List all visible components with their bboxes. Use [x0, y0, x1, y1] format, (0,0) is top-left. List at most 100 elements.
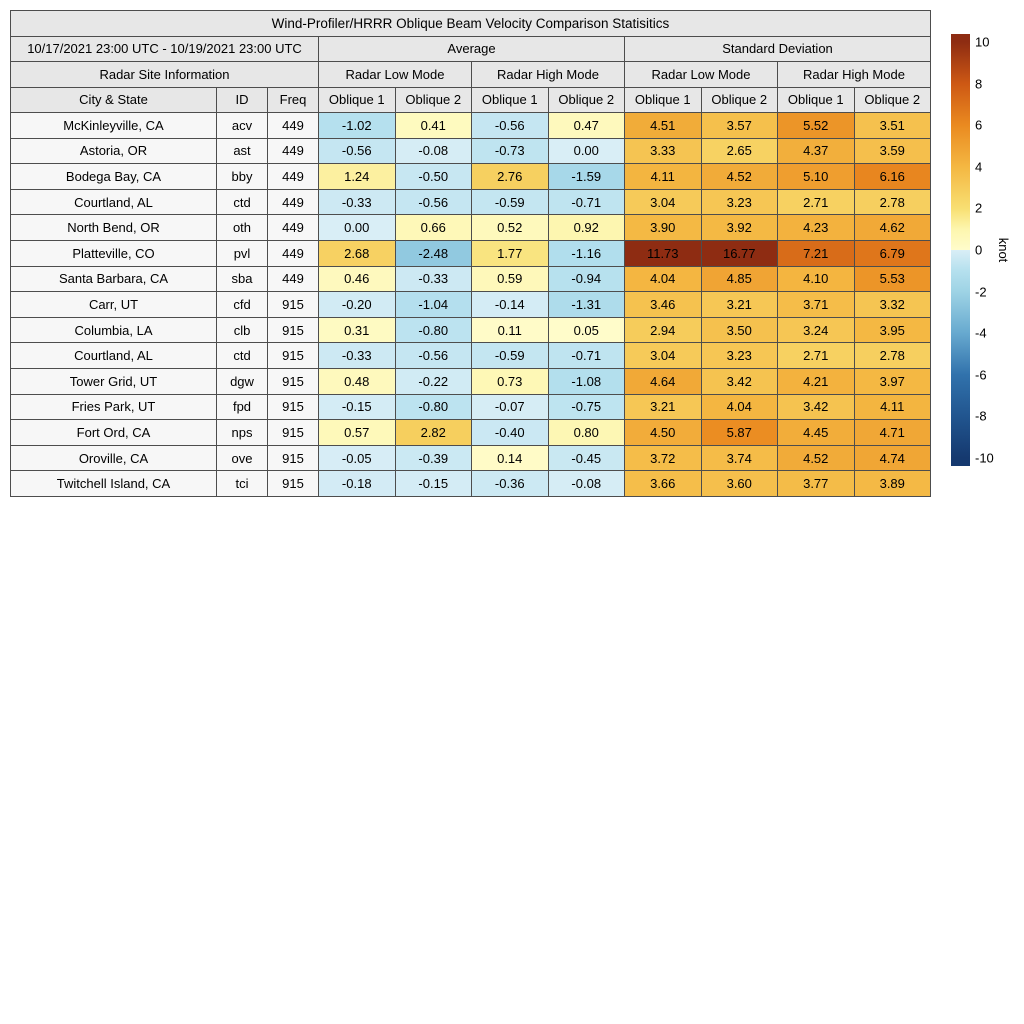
- table-row: Tower Grid, UT dgw 915 0.48 -0.22 0.73 -1.08 4.…: [10, 367, 931, 395]
- col-header-city-state: City & State: [10, 86, 217, 113]
- city-cell: Columbia, LA: [10, 316, 217, 344]
- city-cell: Bodega Bay, CA: [10, 163, 217, 190]
- freq-cell: 915: [267, 444, 319, 472]
- value-cell: 5.10: [777, 163, 855, 190]
- value-cell: -0.73: [471, 137, 549, 165]
- value-cell: -0.56: [318, 137, 396, 165]
- value-cell: -0.59: [471, 188, 549, 216]
- value-cell: -1.04: [394, 291, 472, 318]
- value-cell: 0.46: [318, 265, 396, 293]
- col-header-oblique1-std-high: Oblique 1: [777, 86, 855, 113]
- mode-header-row: Radar Site Information Radar Low Mode Ra…: [10, 61, 931, 88]
- colorbar-ticks: 10 8 6 4 2 0 -2 -4 -6 -8 -10: [975, 0, 1015, 1024]
- colorbar-unit-label: knot: [996, 237, 1011, 263]
- city-cell: Fort Ord, CA: [10, 419, 217, 446]
- value-cell: 0.00: [318, 214, 396, 241]
- value-cell: -1.59: [547, 163, 625, 190]
- city-cell: McKinleyville, CA: [10, 112, 217, 139]
- value-cell: 3.04: [624, 188, 702, 216]
- value-cell: 3.74: [700, 444, 778, 472]
- city-cell: Fries Park, UT: [10, 393, 217, 421]
- table-row: Courtland, AL ctd 915 -0.33 -0.56 -0.59 -0.71 3…: [10, 342, 931, 369]
- value-cell: 3.33: [624, 137, 702, 165]
- value-cell: -0.14: [471, 291, 549, 318]
- value-cell: -1.08: [547, 367, 625, 395]
- value-cell: 0.80: [547, 419, 625, 446]
- col-header-oblique2-std-low: Oblique 2: [700, 86, 778, 113]
- value-cell: 3.32: [853, 291, 931, 318]
- site-id-cell: sba: [216, 265, 268, 293]
- value-cell: 2.65: [700, 137, 778, 165]
- site-id-cell: fpd: [216, 393, 268, 421]
- value-cell: -0.33: [394, 265, 472, 293]
- colorbar-tick-label: 4: [975, 159, 983, 175]
- value-cell: 0.73: [471, 367, 549, 395]
- freq-cell: 915: [267, 342, 319, 369]
- value-cell: 2.71: [777, 188, 855, 216]
- site-id-cell: tci: [216, 470, 268, 497]
- value-cell: 0.66: [394, 214, 472, 241]
- value-cell: 3.50: [700, 316, 778, 344]
- value-cell: -0.80: [394, 316, 472, 344]
- value-cell: -2.48: [394, 239, 472, 267]
- table-row: McKinleyville, CA acv 449 -1.02 0.41 -0.56 0.4…: [10, 112, 931, 139]
- mode-header-avg-low: Radar Low Mode: [318, 61, 472, 88]
- value-cell: 3.42: [777, 393, 855, 421]
- value-cell: 3.23: [700, 188, 778, 216]
- value-cell: 5.53: [853, 265, 931, 293]
- freq-cell: 915: [267, 393, 319, 421]
- value-cell: 0.47: [547, 112, 625, 139]
- table-row: Fort Ord, CA nps 915 0.57 2.82 -0.40 0.80 4.50 5…: [10, 419, 931, 446]
- value-cell: 3.97: [853, 367, 931, 395]
- value-cell: 1.24: [318, 163, 396, 190]
- value-cell: 3.24: [777, 316, 855, 344]
- city-cell: Tower Grid, UT: [10, 367, 217, 395]
- value-cell: 0.92: [547, 214, 625, 241]
- value-cell: 3.46: [624, 291, 702, 318]
- value-cell: 0.48: [318, 367, 396, 395]
- value-cell: 3.60: [700, 470, 778, 497]
- column-header-row: City & State ID Freq Oblique 1 Oblique 2…: [10, 86, 931, 113]
- statistics-table: Wind-Profiler/HRRR Oblique Beam Velocity…: [10, 10, 931, 497]
- colorbar-gradient: [951, 34, 970, 466]
- site-info-header: Radar Site Information: [10, 61, 319, 88]
- col-header-oblique2-std-high: Oblique 2: [853, 86, 931, 113]
- value-cell: 1.77: [471, 239, 549, 267]
- value-cell: -0.22: [394, 367, 472, 395]
- colorbar-tick-label: 8: [975, 76, 983, 92]
- value-cell: 4.62: [853, 214, 931, 241]
- site-id-cell: ctd: [216, 342, 268, 369]
- city-cell: Oroville, CA: [10, 444, 217, 472]
- value-cell: -0.50: [394, 163, 472, 190]
- table-row: Courtland, AL ctd 449 -0.33 -0.56 -0.59 -0.71 3…: [10, 188, 931, 216]
- table-body: McKinleyville, CA acv 449 -1.02 0.41 -0.56 0.4…: [10, 112, 931, 497]
- value-cell: 4.52: [700, 163, 778, 190]
- value-cell: 4.64: [624, 367, 702, 395]
- value-cell: 16.77: [700, 239, 778, 267]
- freq-cell: 915: [267, 367, 319, 395]
- value-cell: 0.05: [547, 316, 625, 344]
- value-cell: 0.14: [471, 444, 549, 472]
- site-id-cell: pvl: [216, 239, 268, 267]
- value-cell: 0.00: [547, 137, 625, 165]
- value-cell: 4.23: [777, 214, 855, 241]
- freq-cell: 449: [267, 239, 319, 267]
- value-cell: 3.59: [853, 137, 931, 165]
- value-cell: 4.04: [700, 393, 778, 421]
- value-cell: 3.95: [853, 316, 931, 344]
- colorbar-tick-label: 10: [975, 34, 990, 50]
- site-id-cell: bby: [216, 163, 268, 190]
- value-cell: 5.87: [700, 419, 778, 446]
- value-cell: -0.39: [394, 444, 472, 472]
- value-cell: 4.04: [624, 265, 702, 293]
- value-cell: -0.56: [394, 342, 472, 369]
- value-cell: -0.18: [318, 470, 396, 497]
- value-cell: 3.51: [853, 112, 931, 139]
- value-cell: -0.05: [318, 444, 396, 472]
- value-cell: 6.79: [853, 239, 931, 267]
- table-row: Twitchell Island, CA tci 915 -0.18 -0.15 -0.3…: [10, 470, 931, 497]
- value-cell: -0.08: [547, 470, 625, 497]
- value-cell: 4.21: [777, 367, 855, 395]
- colorbar-tick-label: -6: [975, 367, 987, 383]
- col-header-oblique1-std-low: Oblique 1: [624, 86, 702, 113]
